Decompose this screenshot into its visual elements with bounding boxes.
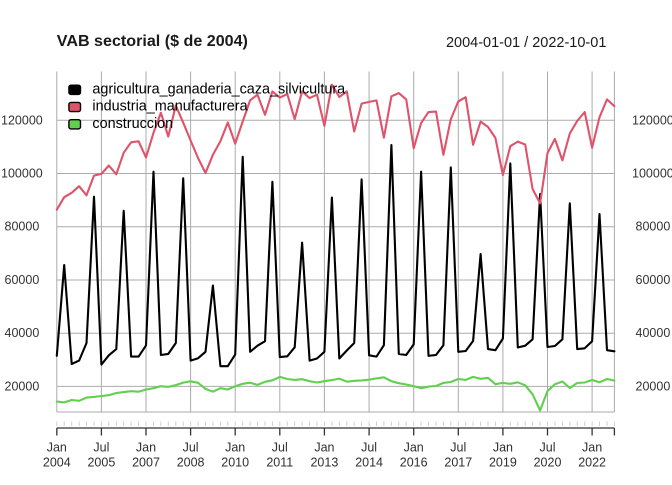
svg-text:20000: 20000 (636, 379, 671, 393)
svg-text:Jul: Jul (361, 441, 377, 455)
svg-text:80000: 80000 (636, 220, 671, 234)
svg-text:60000: 60000 (5, 273, 40, 287)
svg-text:industria_manufacturera: industria_manufacturera (92, 99, 247, 115)
svg-text:Jan: Jan (404, 441, 424, 455)
svg-text:2007: 2007 (132, 455, 160, 469)
svg-text:120000: 120000 (1, 113, 43, 127)
svg-text:agricultura_ganaderia_caza_sil: agricultura_ganaderia_caza_silvicultura (92, 81, 345, 97)
svg-text:120000: 120000 (632, 113, 672, 127)
svg-text:construccion: construccion (92, 116, 173, 132)
svg-text:2019: 2019 (489, 455, 517, 469)
svg-text:Jul: Jul (93, 441, 109, 455)
svg-text:2004-01-01 / 2022-10-01: 2004-01-01 / 2022-10-01 (446, 35, 606, 51)
svg-text:Jan: Jan (582, 441, 602, 455)
svg-text:20000: 20000 (5, 379, 40, 393)
svg-text:100000: 100000 (632, 167, 672, 181)
svg-text:2013: 2013 (310, 455, 338, 469)
svg-text:2005: 2005 (87, 455, 115, 469)
svg-text:Jul: Jul (540, 441, 556, 455)
svg-text:100000: 100000 (1, 167, 43, 181)
svg-text:40000: 40000 (636, 326, 671, 340)
svg-text:2010: 2010 (221, 455, 249, 469)
svg-text:Jan: Jan (136, 441, 156, 455)
svg-text:Jul: Jul (450, 441, 466, 455)
svg-text:Jan: Jan (225, 441, 245, 455)
svg-text:Jul: Jul (183, 441, 199, 455)
svg-text:2017: 2017 (444, 455, 472, 469)
svg-text:60000: 60000 (636, 273, 671, 287)
svg-text:80000: 80000 (5, 220, 40, 234)
svg-text:40000: 40000 (5, 326, 40, 340)
svg-text:2022: 2022 (578, 455, 606, 469)
svg-text:2016: 2016 (400, 455, 428, 469)
svg-text:Jan: Jan (314, 441, 334, 455)
svg-text:2011: 2011 (266, 455, 293, 469)
svg-text:Jan: Jan (47, 441, 67, 455)
svg-text:VAB sectorial ($ de 2004): VAB sectorial ($ de 2004) (57, 32, 248, 50)
svg-text:2020: 2020 (534, 455, 562, 469)
svg-text:2004: 2004 (43, 455, 71, 469)
svg-text:2014: 2014 (355, 455, 383, 469)
svg-text:Jul: Jul (272, 441, 288, 455)
svg-text:Jan: Jan (493, 441, 513, 455)
svg-text:2008: 2008 (177, 455, 205, 469)
